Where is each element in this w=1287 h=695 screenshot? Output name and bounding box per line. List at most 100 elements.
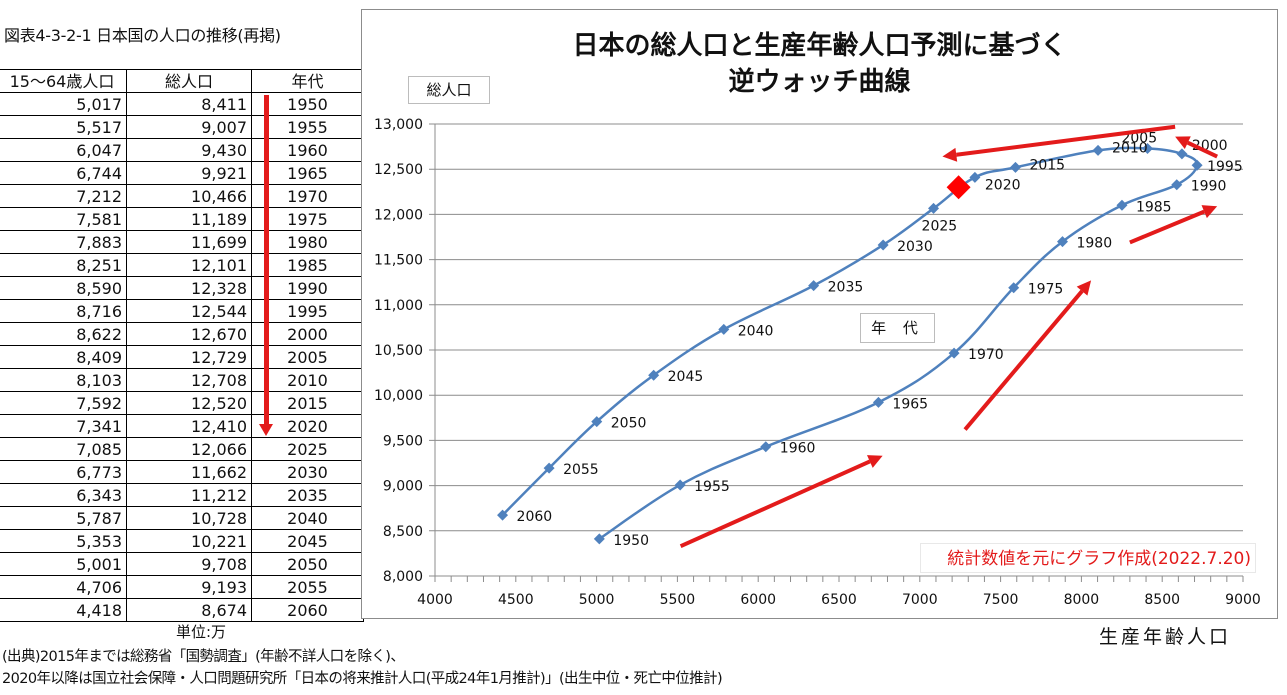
y-tick-label: 9,500 bbox=[383, 433, 423, 449]
arrow-head-icon bbox=[866, 455, 883, 468]
y-tick-label: 8,000 bbox=[383, 569, 423, 585]
cell-working-age: 6,047 bbox=[0, 138, 127, 162]
cell-total: 11,662 bbox=[126, 460, 252, 484]
cell-year: 1965 bbox=[251, 161, 364, 185]
x-tick-label: 8000 bbox=[1064, 592, 1100, 608]
data-point-marker bbox=[543, 462, 555, 474]
data-point-marker bbox=[1009, 161, 1021, 173]
table-row: 8,251 12,101 1985 bbox=[0, 253, 364, 277]
unit-label: 単位:万 bbox=[176, 623, 227, 641]
cell-total: 12,544 bbox=[126, 299, 252, 323]
table-row: 7,212 10,466 1970 bbox=[0, 184, 364, 208]
table-row: 6,744 9,921 1965 bbox=[0, 161, 364, 185]
current-point-marker bbox=[946, 175, 971, 200]
data-point-label: 1975 bbox=[1028, 282, 1064, 298]
cell-year: 1970 bbox=[251, 184, 364, 208]
data-point-label: 2025 bbox=[922, 218, 958, 234]
cell-total: 8,674 bbox=[126, 598, 252, 622]
cell-year: 2015 bbox=[251, 391, 364, 415]
data-point-marker bbox=[877, 239, 889, 251]
data-point-label: 2040 bbox=[738, 323, 774, 339]
point-label-caption: 年 代 bbox=[860, 313, 935, 343]
table-row: 6,047 9,430 1960 bbox=[0, 138, 364, 162]
cell-working-age: 8,103 bbox=[0, 368, 127, 392]
cell-year: 2000 bbox=[251, 322, 364, 346]
data-point-marker bbox=[928, 202, 940, 214]
data-point-label: 1990 bbox=[1191, 179, 1227, 195]
data-point-marker bbox=[1008, 282, 1020, 294]
table-row: 8,103 12,708 2010 bbox=[0, 368, 364, 392]
table-row: 8,716 12,544 1995 bbox=[0, 299, 364, 323]
arrow-head-icon bbox=[1076, 280, 1092, 296]
data-point-label: 2005 bbox=[1121, 130, 1157, 146]
table-row: 6,773 11,662 2030 bbox=[0, 460, 364, 484]
direction-arrow bbox=[956, 124, 1176, 157]
chart-title-line-2: 逆ウォッチ曲線 bbox=[728, 67, 911, 97]
data-point-label: 2015 bbox=[1029, 157, 1065, 173]
x-tick-label: 8500 bbox=[1144, 592, 1180, 608]
cell-total: 10,466 bbox=[126, 184, 252, 208]
table-header-row: 15～64歳人口 総人口 年代 bbox=[0, 69, 364, 93]
series-line bbox=[501, 146, 1199, 540]
y-axis-label: 総人口 bbox=[408, 76, 490, 104]
data-point-marker bbox=[948, 347, 960, 359]
data-point-marker bbox=[808, 280, 820, 292]
chart-title-line-1: 日本の総人口と生産年齢人口予測に基づく bbox=[572, 31, 1067, 61]
cell-working-age: 7,883 bbox=[0, 230, 127, 254]
data-point-marker bbox=[1056, 236, 1068, 248]
x-tick-label: 4500 bbox=[498, 592, 534, 608]
y-tick-label: 9,000 bbox=[383, 479, 423, 495]
table-row: 8,622 12,670 2000 bbox=[0, 322, 364, 346]
x-tick-label: 7000 bbox=[902, 592, 938, 608]
x-tick-label: 7500 bbox=[983, 592, 1019, 608]
source-line-1: (出典)2015年までは総務省「国勢調査」(年齢不詳人口を除く)、 bbox=[2, 649, 405, 665]
cell-working-age: 6,773 bbox=[0, 460, 127, 484]
cell-total: 11,189 bbox=[126, 207, 252, 231]
data-point-marker bbox=[591, 416, 603, 428]
table-row: 8,409 12,729 2005 bbox=[0, 345, 364, 369]
x-tick-label: 5000 bbox=[579, 592, 615, 608]
y-tick-label: 10,500 bbox=[374, 343, 423, 359]
data-point-marker bbox=[674, 479, 686, 491]
source-line-2: 2020年以降は国立社会保障・人口問題研究所「日本の将来推計人口(平成24年1月… bbox=[2, 671, 723, 687]
y-tick-label: 12,500 bbox=[374, 162, 423, 178]
data-point-marker bbox=[1176, 148, 1188, 160]
cell-working-age: 7,341 bbox=[0, 414, 127, 438]
x-tick-label: 6000 bbox=[740, 592, 776, 608]
data-point-label: 2050 bbox=[611, 416, 647, 432]
arrow-head-icon bbox=[942, 147, 958, 162]
cell-working-age: 4,706 bbox=[0, 575, 127, 599]
data-point-label: 2010 bbox=[1112, 140, 1148, 156]
chart-credit: 統計数値を元にグラフ作成(2022.7.20) bbox=[920, 543, 1256, 573]
data-point-label: 2020 bbox=[985, 177, 1021, 193]
data-point-marker bbox=[1092, 144, 1104, 156]
y-tick-label: 10,000 bbox=[374, 388, 423, 404]
cell-year: 2030 bbox=[251, 460, 364, 484]
data-point-label: 1995 bbox=[1207, 159, 1243, 175]
data-point-label: 1950 bbox=[613, 533, 649, 549]
data-point-marker bbox=[1171, 179, 1183, 191]
data-point-label: 1985 bbox=[1136, 199, 1172, 215]
table-row: 4,418 8,674 2060 bbox=[0, 598, 364, 622]
data-point-label: 2030 bbox=[897, 239, 933, 255]
table-row: 5,787 10,728 2040 bbox=[0, 506, 364, 530]
cell-year: 2060 bbox=[251, 598, 364, 622]
data-point-label: 1965 bbox=[892, 396, 928, 412]
direction-arrow bbox=[963, 289, 1084, 431]
arrow-head-icon bbox=[1175, 136, 1191, 149]
table-row: 6,343 11,212 2035 bbox=[0, 483, 364, 507]
cell-total: 9,007 bbox=[126, 115, 252, 139]
data-point-marker bbox=[1116, 199, 1128, 211]
table-row: 7,581 11,189 1975 bbox=[0, 207, 364, 231]
data-point-label: 1970 bbox=[968, 347, 1004, 363]
table-row: 5,353 10,221 2045 bbox=[0, 529, 364, 553]
cell-year: 1960 bbox=[251, 138, 364, 162]
cell-working-age: 7,212 bbox=[0, 184, 127, 208]
data-point-marker bbox=[760, 441, 772, 453]
population-table: 15～64歳人口 総人口 年代 5,017 8,411 1950 5,517 9,007… bbox=[0, 69, 364, 622]
cell-working-age: 4,418 bbox=[0, 598, 127, 622]
y-tick-label: 13,000 bbox=[374, 117, 423, 133]
direction-arrow bbox=[1186, 140, 1218, 159]
cell-year: 1975 bbox=[251, 207, 364, 231]
x-axis-label: 生産年齢人口 bbox=[1099, 626, 1232, 648]
